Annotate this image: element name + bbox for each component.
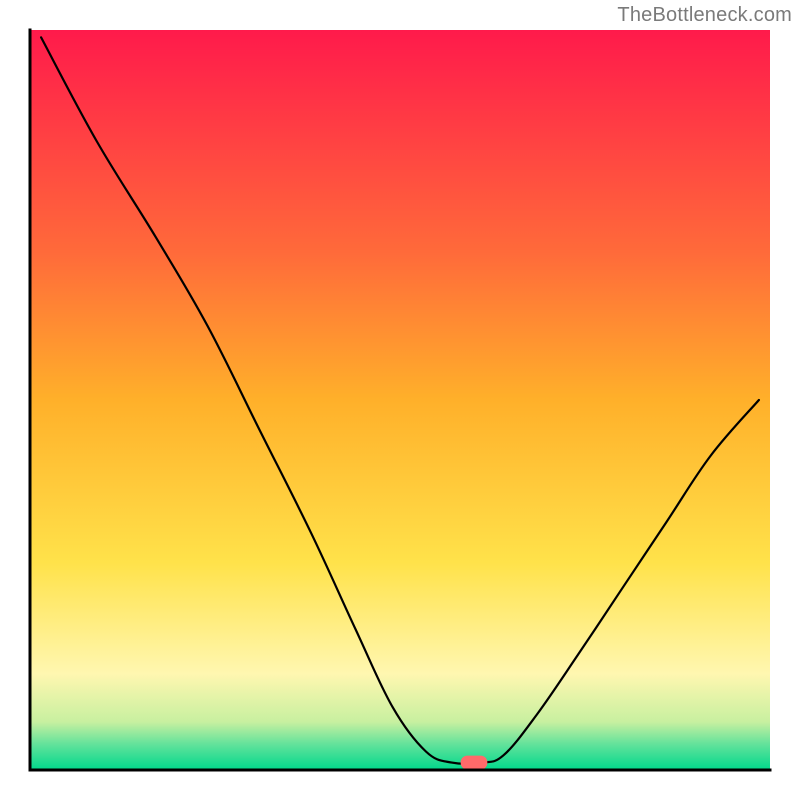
min-marker xyxy=(461,756,488,770)
chart-stage: TheBottleneck.com xyxy=(0,0,800,800)
bottleneck-chart xyxy=(0,0,800,800)
watermark-text: TheBottleneck.com xyxy=(617,4,792,27)
chart-background-gradient xyxy=(30,30,770,770)
